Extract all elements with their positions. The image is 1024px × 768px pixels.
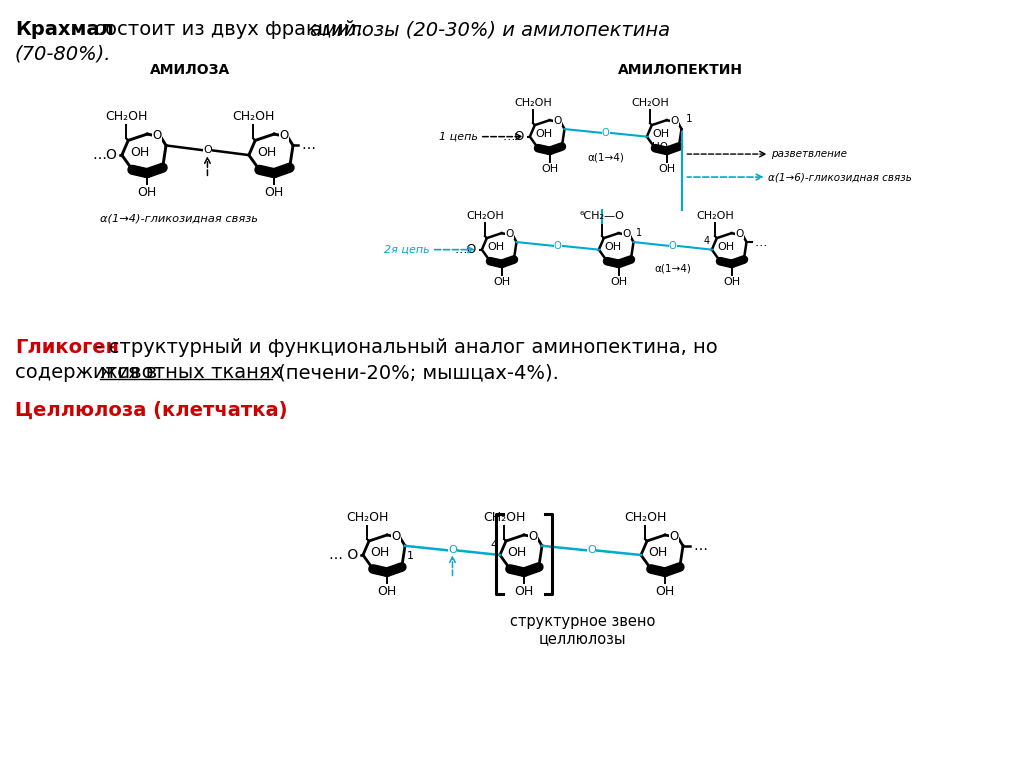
Text: 2я цепь: 2я цепь (384, 245, 430, 255)
Text: 1 цепь: 1 цепь (439, 131, 478, 141)
Text: O: O (391, 530, 400, 543)
Text: CH₂OH: CH₂OH (624, 511, 667, 524)
Text: O: O (203, 145, 212, 155)
Text: OH: OH (648, 546, 668, 558)
Text: O: O (553, 116, 561, 126)
Text: АМИЛОЗА: АМИЛОЗА (150, 63, 230, 77)
Text: O: O (505, 229, 513, 239)
Text: OH: OH (536, 129, 553, 139)
Text: OH: OH (541, 164, 558, 174)
Text: O: O (670, 530, 679, 543)
Text: (печени-20%; мышцах-4%).: (печени-20%; мышцах-4%). (272, 363, 559, 382)
Text: разветвление: разветвление (771, 149, 848, 159)
Text: OH: OH (494, 276, 510, 286)
Text: амилозы (20-30%) и амилопектина: амилозы (20-30%) и амилопектина (310, 20, 670, 39)
Text: - структурный и функциональный аналог аминопектина, но: - структурный и функциональный аналог ам… (89, 338, 718, 357)
Text: CH₂OH: CH₂OH (631, 98, 669, 108)
Text: CH₂OH: CH₂OH (482, 511, 525, 524)
Text: 1: 1 (407, 551, 414, 561)
Text: …O: …O (503, 130, 525, 143)
Text: HO: HO (652, 142, 668, 152)
Text: …: … (755, 236, 767, 249)
Text: 1: 1 (636, 228, 642, 238)
Text: O: O (528, 530, 538, 543)
Text: OH: OH (378, 585, 396, 598)
Text: O: O (554, 241, 561, 251)
Text: OH: OH (718, 243, 734, 253)
Text: CH₂OH: CH₂OH (232, 111, 274, 124)
Text: Гликоген: Гликоген (15, 338, 119, 357)
Text: структурное звено
целлюлозы: структурное звено целлюлозы (510, 614, 655, 647)
Text: содержится в: содержится в (15, 363, 164, 382)
Text: O: O (449, 545, 457, 555)
Text: α(1→4): α(1→4) (587, 153, 624, 163)
Text: …: … (693, 539, 707, 553)
Text: OH: OH (137, 186, 157, 199)
Text: 4: 4 (490, 540, 498, 550)
Text: Крахмал: Крахмал (15, 20, 114, 39)
Text: OH: OH (655, 585, 675, 598)
Text: CH₂OH: CH₂OH (696, 211, 733, 221)
Text: OH: OH (257, 146, 276, 159)
Text: OH: OH (514, 585, 534, 598)
Text: …O: …O (92, 148, 117, 162)
Text: CH₂OH: CH₂OH (466, 211, 504, 221)
Text: α(1→6)-гликозидная связь: α(1→6)-гликозидная связь (768, 172, 912, 182)
Text: α(1→4): α(1→4) (654, 264, 691, 274)
Text: 4: 4 (703, 236, 710, 246)
Text: O: O (669, 241, 677, 251)
Text: …O: …O (455, 243, 477, 257)
Text: (70-80%).: (70-80%). (15, 44, 112, 63)
Text: O: O (153, 129, 162, 142)
Text: α(1→4)-гликозидная связь: α(1→4)-гликозидная связь (100, 214, 258, 223)
Text: O: O (622, 229, 631, 239)
Text: …: … (301, 138, 315, 152)
Text: Целлюлоза (клетчатка): Целлюлоза (клетчатка) (15, 401, 288, 420)
Text: CH₂OH: CH₂OH (105, 111, 147, 124)
Text: OH: OH (264, 186, 284, 199)
Text: OH: OH (487, 243, 505, 253)
Text: OH: OH (371, 546, 390, 558)
Text: O: O (280, 129, 289, 142)
Text: ⁶CH₂—O: ⁶CH₂—O (580, 211, 625, 221)
Text: состоит из двух фракций:: состоит из двух фракций: (88, 20, 369, 39)
Text: OH: OH (610, 276, 628, 286)
Text: АМИЛОПЕКТИН: АМИЛОПЕКТИН (617, 63, 742, 77)
Text: OH: OH (508, 546, 526, 558)
Text: OH: OH (604, 243, 622, 253)
Text: … O: … O (329, 548, 358, 562)
Text: OH: OH (658, 164, 675, 174)
Text: CH₂OH: CH₂OH (346, 511, 388, 524)
Text: CH₂OH: CH₂OH (514, 98, 552, 108)
Text: 1: 1 (685, 114, 692, 124)
Text: O: O (670, 116, 679, 126)
Text: OH: OH (652, 129, 670, 139)
Text: O: O (735, 229, 743, 239)
Text: OH: OH (130, 146, 150, 159)
Text: животных тканях: животных тканях (100, 363, 282, 382)
Text: O: O (587, 545, 596, 555)
Text: O: O (602, 127, 609, 137)
Text: OH: OH (723, 276, 740, 286)
